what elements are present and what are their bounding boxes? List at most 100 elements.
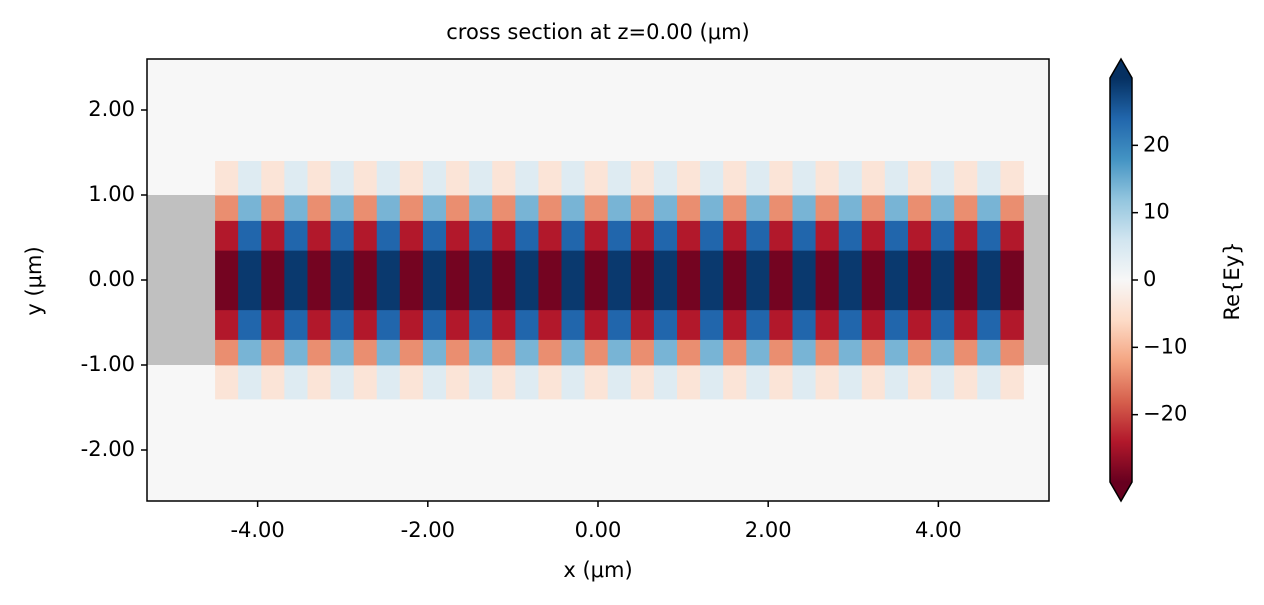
heatmap-cell (677, 195, 701, 221)
heatmap-cell (907, 309, 932, 340)
heatmap-cell (700, 250, 724, 311)
heatmap-cell (954, 220, 978, 251)
heatmap-cell (538, 309, 562, 340)
heatmap-cell (769, 161, 793, 196)
heatmap-cell (330, 309, 355, 340)
colorbar-label: Re{Ey} (1220, 242, 1244, 321)
heatmap-cell (261, 220, 285, 251)
heatmap-cell (884, 161, 909, 196)
heatmap-cell (538, 195, 562, 221)
heatmap-cell (677, 365, 701, 400)
heatmap-cell (353, 250, 378, 311)
heatmap-cell (977, 161, 1001, 196)
heatmap-cell (307, 195, 331, 221)
heatmap-cell (954, 195, 978, 221)
heatmap-cell (861, 220, 886, 251)
heatmap-cell (792, 250, 816, 311)
heatmap-cell (422, 309, 447, 340)
heatmap-cell (307, 365, 331, 400)
x-tick-label: -4.00 (230, 518, 284, 542)
heatmap-cell (492, 250, 516, 311)
heatmap-cell (653, 365, 678, 400)
heatmap-cell (561, 339, 586, 366)
heatmap-cell (515, 365, 539, 400)
heatmap-cell (307, 339, 331, 366)
heatmap-cell (977, 365, 1001, 400)
y-tick-label: 1.00 (88, 182, 135, 206)
heatmap-cell (492, 220, 516, 251)
heatmap-cell (653, 195, 678, 221)
heatmap-cell (931, 339, 955, 366)
heatmap-cell (515, 220, 539, 251)
y-tick-label: -1.00 (81, 352, 135, 376)
heatmap-cell (399, 365, 424, 400)
heatmap-cell (446, 365, 470, 400)
heatmap-cell (838, 195, 863, 221)
colorbar-tick-label: 20 (1143, 132, 1170, 156)
heatmap-cell (422, 161, 447, 196)
heatmap-cell (931, 161, 955, 196)
heatmap-cell (561, 195, 586, 221)
colorbar-tick-label: 10 (1143, 200, 1170, 224)
heatmap-cell (238, 195, 262, 221)
heatmap-cell (261, 309, 285, 340)
heatmap-cell (584, 309, 609, 340)
heatmap-cell (653, 339, 678, 366)
heatmap-cell (723, 195, 747, 221)
heatmap-cell (630, 220, 655, 251)
heatmap-cell (376, 195, 401, 221)
heatmap-cell (884, 220, 909, 251)
y-tick-label: 2.00 (88, 97, 135, 121)
heatmap-cell (1000, 365, 1024, 400)
heatmap-cell (630, 250, 655, 311)
heatmap-cell (700, 309, 724, 340)
heatmap-cell (261, 365, 285, 400)
heatmap-cell (607, 161, 632, 196)
heatmap-cell (446, 339, 470, 366)
heatmap-cell (838, 365, 863, 400)
heatmap-cell (723, 250, 747, 311)
heatmap-cell (538, 250, 562, 311)
heatmap-cell (677, 339, 701, 366)
heatmap (215, 161, 1024, 400)
heatmap-cell (700, 365, 724, 400)
heatmap-cell (284, 309, 308, 340)
heatmap-cell (469, 161, 493, 196)
heatmap-cell (815, 250, 840, 311)
heatmap-cell (376, 339, 401, 366)
heatmap-cell (469, 250, 493, 311)
y-axis-label: y (μm) (22, 246, 46, 315)
heatmap-cell (677, 309, 701, 340)
heatmap-cell (469, 309, 493, 340)
heatmap-cell (769, 220, 793, 251)
heatmap-cell (977, 195, 1001, 221)
heatmap-cell (838, 309, 863, 340)
heatmap-cell (399, 195, 424, 221)
heatmap-cell (630, 161, 655, 196)
heatmap-cell (815, 220, 840, 251)
heatmap-cell (884, 309, 909, 340)
heatmap-cell (307, 309, 331, 340)
heatmap-cell (446, 309, 470, 340)
heatmap-cell (792, 365, 816, 400)
heatmap-cell (884, 250, 909, 311)
colorbar-frame (1109, 57, 1133, 503)
heatmap-cell (422, 195, 447, 221)
heatmap-cell (469, 220, 493, 251)
heatmap-cell (353, 309, 378, 340)
heatmap-cell (238, 309, 262, 340)
heatmap-cell (561, 309, 586, 340)
heatmap-cell (907, 195, 932, 221)
heatmap-cell (238, 339, 262, 366)
heatmap-cell (607, 365, 632, 400)
heatmap-cell (907, 161, 932, 196)
heatmap-cell (861, 195, 886, 221)
heatmap-cell (607, 250, 632, 311)
colorbar-tick-label: −10 (1143, 334, 1187, 358)
heatmap-cell (1000, 195, 1024, 221)
heatmap-cell (353, 161, 378, 196)
heatmap-cell (561, 220, 586, 251)
y-tick-label: -2.00 (81, 437, 135, 461)
heatmap-cell (931, 220, 955, 251)
